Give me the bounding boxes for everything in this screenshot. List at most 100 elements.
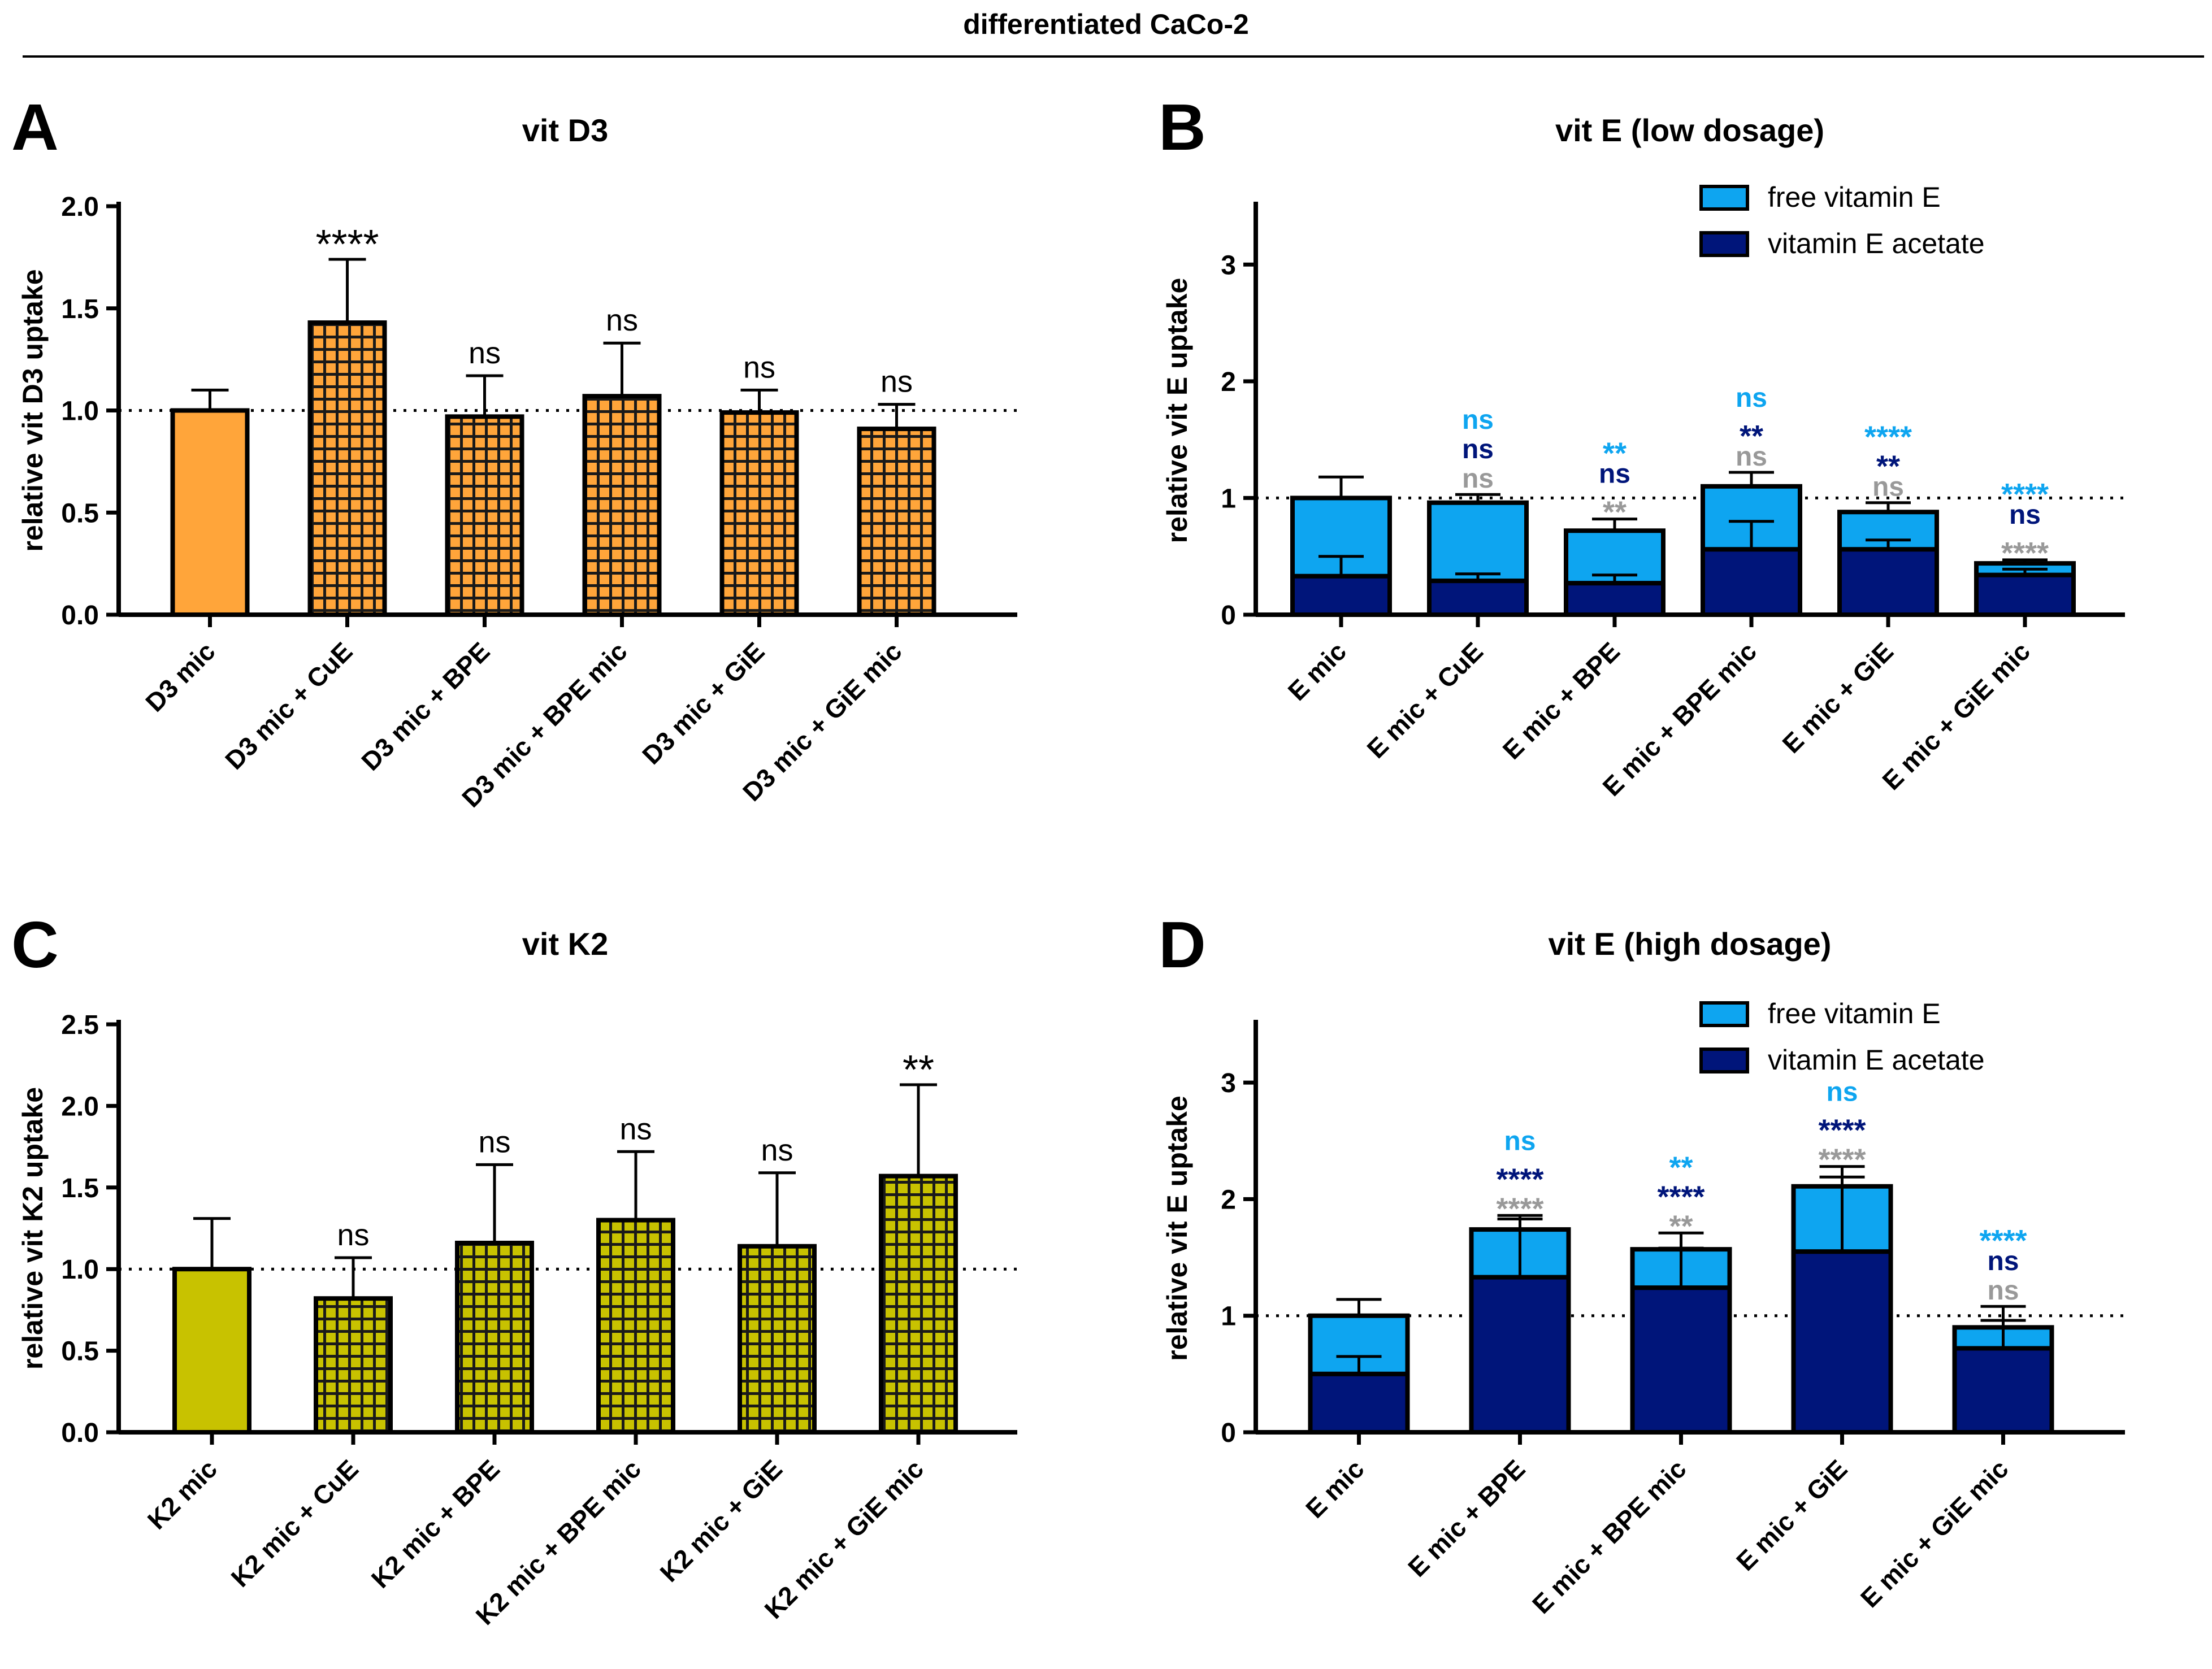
bar-segment-acetate: [1427, 579, 1529, 617]
x-tick-label: K2 mic + GiE: [654, 1454, 788, 1588]
bar-segment-acetate: [1308, 1371, 1410, 1435]
legend-swatch: [1699, 1048, 1749, 1073]
bar-segment-free: [1701, 484, 1802, 552]
x-tick-label: K2 mic + GiE mic: [758, 1454, 929, 1624]
x-tick-label: K2 mic + BPE: [366, 1454, 505, 1593]
panel-letter: C: [11, 908, 59, 981]
significance-label: ns: [1462, 434, 1494, 464]
y-tick-label: 2: [1221, 1185, 1236, 1215]
y-tick-label: 0: [1221, 1418, 1236, 1448]
y-tick-label: 0.0: [61, 601, 99, 631]
bar-segment-free: [1427, 500, 1529, 584]
bar: [738, 1244, 817, 1435]
significance-label: ****: [1496, 1192, 1543, 1225]
y-axis-label: relative vit D3 uptake: [17, 269, 49, 551]
significance-label: ns: [1736, 383, 1767, 413]
significance-label: ns: [1987, 1276, 2019, 1306]
bar: [314, 1296, 393, 1435]
significance-label: ns: [619, 1112, 652, 1146]
panel-letter: D: [1159, 908, 1206, 981]
y-tick-label: 3: [1221, 250, 1236, 280]
significance-label: ns: [1599, 459, 1630, 489]
significance-label: ns: [337, 1218, 369, 1252]
significance-label: **: [1669, 1150, 1693, 1184]
y-tick-label: 3: [1221, 1068, 1236, 1098]
x-tick-label: E mic: [1300, 1454, 1370, 1524]
bar-segment-acetate: [1952, 1346, 2054, 1435]
legend-label: vitamin E acetate: [1768, 228, 1985, 259]
significance-label: ****: [315, 222, 379, 267]
y-tick-label: 2: [1221, 367, 1236, 397]
legend-swatch: [1699, 185, 1749, 211]
bar-segment-acetate: [1290, 573, 1392, 617]
panel-letter: A: [11, 90, 59, 164]
bar-segment-acetate: [1630, 1285, 1732, 1435]
significance-label: ns: [1504, 1126, 1536, 1156]
x-tick-label: K2 mic + CuE: [225, 1454, 365, 1593]
bar: [445, 414, 524, 617]
bar-segment-acetate: [1469, 1275, 1571, 1435]
significance-label: ns: [1736, 442, 1767, 472]
y-axis-label: relative vit K2 uptake: [17, 1087, 49, 1370]
chart-title: vit K2: [522, 926, 609, 962]
x-tick-label: D3 mic + GiE: [636, 636, 770, 770]
significance-label: **: [903, 1048, 934, 1093]
significance-label: ns: [1826, 1077, 1858, 1107]
y-axis-label: relative vit E uptake: [1161, 278, 1193, 544]
significance-label: ****: [1864, 420, 1912, 454]
bar: [307, 320, 387, 617]
significance-label: ns: [1987, 1246, 2019, 1276]
legend-swatch: [1699, 1001, 1749, 1027]
bar-segment-acetate: [1564, 581, 1665, 617]
legend-label: vitamin E acetate: [1768, 1044, 1985, 1076]
bar: [719, 410, 799, 617]
y-tick-label: 1: [1221, 1302, 1236, 1332]
significance-label: ****: [2001, 536, 2049, 570]
chart-title: vit E (low dosage): [1555, 112, 1824, 148]
y-tick-label: 1: [1221, 484, 1236, 514]
x-tick-label: E mic + BPE mic: [1526, 1454, 1692, 1619]
significance-label: ns: [478, 1125, 510, 1159]
significance-label: ns: [2009, 500, 2041, 530]
x-tick-label: E mic + GiE: [1730, 1454, 1853, 1576]
x-tick-label: E mic + BPE: [1497, 636, 1626, 765]
significance-label: **: [1669, 1209, 1693, 1243]
significance-label: ****: [1657, 1180, 1704, 1214]
y-tick-label: 1.5: [61, 294, 99, 324]
bar-segment-acetate: [1974, 572, 2076, 617]
bar: [582, 394, 662, 617]
chart-title: vit D3: [522, 112, 609, 148]
significance-label: ****: [1818, 1114, 1866, 1148]
y-tick-label: 0.0: [61, 1418, 99, 1448]
x-tick-label: E mic + BPE mic: [1597, 636, 1762, 802]
significance-label: ****: [1818, 1143, 1866, 1177]
y-axis-label: relative vit E uptake: [1161, 1096, 1193, 1361]
x-tick-label: D3 mic + BPE: [355, 636, 495, 776]
x-tick-label: D3 mic + CuE: [219, 636, 358, 775]
significance-label: ns: [743, 350, 775, 384]
significance-label: ns: [761, 1133, 793, 1167]
significance-label: ****: [1496, 1162, 1543, 1196]
significance-label: ns: [606, 303, 638, 337]
bar: [455, 1240, 534, 1435]
x-tick-label: E mic + CuE: [1361, 636, 1489, 764]
y-tick-label: 2.0: [61, 192, 99, 222]
legend-swatch: [1699, 231, 1749, 257]
significance-label: ns: [1462, 464, 1494, 494]
y-tick-label: 0.5: [61, 498, 99, 528]
y-tick-label: 0: [1221, 601, 1236, 631]
significance-label: ns: [1462, 405, 1494, 435]
significance-label: **: [1876, 450, 1900, 484]
bar: [879, 1173, 958, 1435]
significance-label: ns: [1872, 472, 1904, 502]
y-tick-label: 2.0: [61, 1092, 99, 1122]
x-tick-label: E mic + BPE: [1402, 1454, 1531, 1583]
legend-label: free vitamin E: [1768, 998, 1941, 1029]
significance-label: **: [1603, 437, 1627, 471]
significance-label: ns: [469, 336, 501, 370]
panel-letter: B: [1159, 90, 1206, 164]
